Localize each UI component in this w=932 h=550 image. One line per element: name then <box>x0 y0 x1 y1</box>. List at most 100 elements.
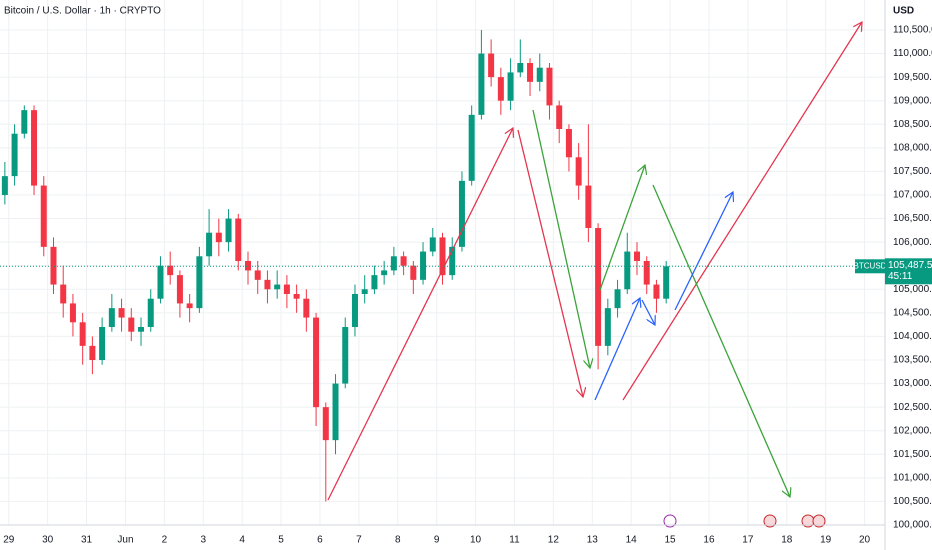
currency: USD <box>893 6 914 17</box>
candle-body <box>1 176 8 195</box>
candle-body <box>167 265 174 276</box>
x-tick-label: 17 <box>742 535 754 546</box>
y-tick-label: 107,000.00 <box>893 190 932 201</box>
y-tick-label: 100,500.00 <box>893 496 932 507</box>
y-tick-label: 107,500.00 <box>893 166 932 177</box>
candle-body <box>31 110 38 186</box>
event-icons <box>663 514 826 528</box>
y-tick-label: 103,000.00 <box>893 378 932 389</box>
candle-body <box>21 110 28 134</box>
x-tick-label: 11 <box>509 535 520 546</box>
candle-body <box>293 293 300 299</box>
candle-body <box>410 265 417 280</box>
candle-body <box>361 289 368 294</box>
candle-body <box>11 133 18 177</box>
y-tick-label: 102,000.00 <box>893 425 932 436</box>
candle-body <box>342 326 349 384</box>
candle-body <box>497 77 504 101</box>
candle-body <box>206 232 213 257</box>
candle-body <box>147 298 154 327</box>
candle-body <box>585 185 592 228</box>
event-icon[interactable] <box>663 514 677 528</box>
y-tick-label: 104,500.00 <box>893 307 932 318</box>
candle-body <box>283 284 290 294</box>
arrow <box>622 22 862 401</box>
candle-body <box>128 317 135 332</box>
chart-title: Bitcoin / U.S. Dollar · 1h · CRYPTO <box>4 6 161 17</box>
candle-body <box>99 326 106 360</box>
y-tick-label: 109,500.00 <box>893 72 932 83</box>
candle-body <box>138 326 145 332</box>
event-icon[interactable] <box>763 514 777 528</box>
x-tick-label: 20 <box>859 535 871 546</box>
y-tick-label: 102,500.00 <box>893 402 932 413</box>
candle-body <box>546 67 553 106</box>
candle-body <box>663 266 670 299</box>
arrow <box>674 192 733 311</box>
candle-body <box>40 185 47 247</box>
x-tick-label: Jun <box>117 535 133 546</box>
arrow <box>532 109 590 368</box>
candle-body <box>235 218 242 261</box>
candle-body <box>69 303 76 323</box>
candle-body <box>653 284 660 299</box>
x-tick-label: 16 <box>703 535 715 546</box>
x-tick-label: 13 <box>587 535 599 546</box>
candle-body <box>604 308 611 346</box>
candle-body <box>303 298 310 318</box>
candle-body <box>79 322 86 346</box>
candle-body <box>575 157 582 186</box>
candle-body <box>225 218 232 243</box>
candle-body <box>400 256 407 266</box>
y-tick-label: 101,500.00 <box>893 449 932 460</box>
candle-body <box>527 62 534 82</box>
candle-body <box>351 293 358 327</box>
x-tick-label: 4 <box>239 535 245 546</box>
candle-body <box>429 237 436 252</box>
candle-body <box>371 275 378 290</box>
countdown: 45:11 <box>888 271 913 282</box>
candle-body <box>595 227 602 346</box>
x-tick-label: 14 <box>626 535 638 546</box>
x-tick-label: 7 <box>356 535 362 546</box>
symbol: BTCUSD <box>854 261 887 270</box>
y-tick-label: 101,000.00 <box>893 472 932 483</box>
y-tick-label: 110,000.00 <box>893 48 932 59</box>
candle-body <box>478 53 485 115</box>
candle-body <box>634 251 641 261</box>
candle-body <box>381 270 388 276</box>
candle-body <box>390 256 397 271</box>
candle-body <box>186 303 193 309</box>
x-tick-label: 18 <box>781 535 793 546</box>
symbol-tag <box>855 259 885 274</box>
event-icon[interactable] <box>812 514 826 528</box>
candle-body <box>488 53 495 78</box>
y-tick-label: 109,000.00 <box>893 95 932 106</box>
candle-body <box>313 317 320 408</box>
arrow <box>599 165 645 291</box>
candle-body <box>556 105 563 129</box>
candle-body <box>274 284 281 290</box>
arrow <box>652 184 790 497</box>
candle-body <box>565 128 572 158</box>
last-price: 105,487.59 <box>888 260 932 271</box>
candle-body <box>322 407 329 441</box>
price-tag <box>885 258 932 285</box>
candle-body <box>624 251 631 290</box>
y-tick-label: 103,500.00 <box>893 355 932 366</box>
arrow <box>327 128 513 501</box>
x-tick-label: 9 <box>434 535 440 546</box>
x-tick-label: 8 <box>395 535 401 546</box>
y-tick-label: 110,500.00 <box>893 25 932 36</box>
candle-body <box>157 265 164 299</box>
drawings <box>327 22 862 501</box>
candle-body <box>264 279 271 290</box>
x-tick-label: 31 <box>81 535 93 546</box>
candle-body <box>60 284 67 304</box>
candle-body <box>254 270 261 280</box>
x-tick-label: 3 <box>200 535 206 546</box>
y-tick-label: 106,500.00 <box>893 213 932 224</box>
candle-body <box>50 246 57 285</box>
x-tick-label: 15 <box>665 535 677 546</box>
